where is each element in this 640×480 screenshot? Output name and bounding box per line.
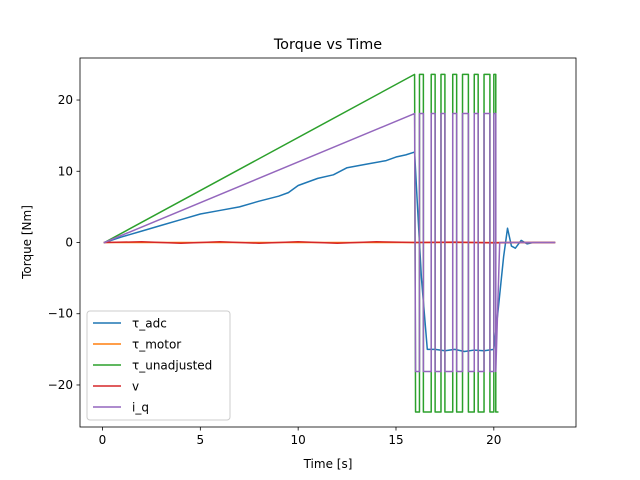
x-tick-label: 15 — [388, 433, 403, 447]
y-tick-label: −20 — [48, 378, 73, 392]
chart-title: Torque vs Time — [273, 37, 382, 53]
x-tick-label: 0 — [99, 433, 107, 447]
y-tick-label: 10 — [58, 164, 73, 178]
y-tick-label: 0 — [65, 236, 73, 250]
legend-box — [86, 310, 231, 421]
series-line-4 — [103, 112, 556, 373]
y-axis-title: Torque [Nm] — [20, 205, 34, 280]
legend-label-0: τ_adc — [132, 317, 167, 331]
series-line-0 — [103, 151, 556, 353]
legend-label-4: i_q — [132, 401, 149, 415]
x-axis-title: Time [s] — [303, 457, 353, 471]
legend-label-2: τ_unadjusted — [132, 359, 212, 373]
x-axis-ticks: 0 5 10 15 20 — [99, 427, 501, 447]
legend-label-1: τ_motor — [132, 338, 181, 352]
x-tick-label: 5 — [197, 433, 205, 447]
y-tick-label: −10 — [48, 307, 73, 321]
x-tick-label: 10 — [291, 433, 306, 447]
x-tick-label: 20 — [486, 433, 501, 447]
series-group — [103, 73, 556, 413]
y-axis-ticks: −20 −10 0 10 20 — [48, 93, 80, 392]
legend-label-3: v — [132, 380, 139, 394]
plot-area — [79, 57, 577, 428]
y-tick-label: 20 — [58, 93, 73, 107]
